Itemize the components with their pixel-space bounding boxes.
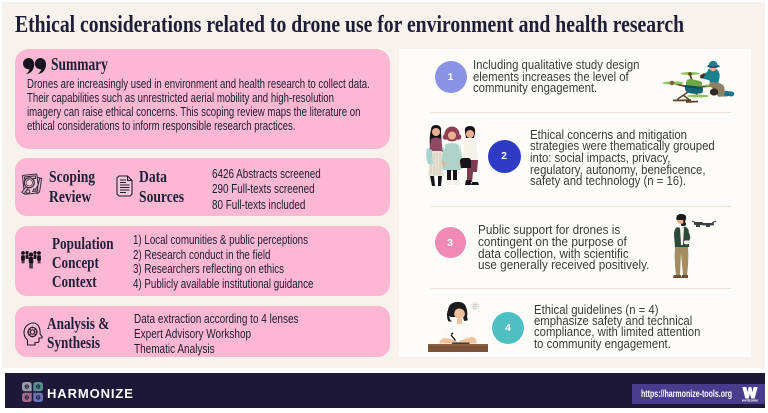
svg-text:wellcome: wellcome bbox=[742, 398, 758, 401]
